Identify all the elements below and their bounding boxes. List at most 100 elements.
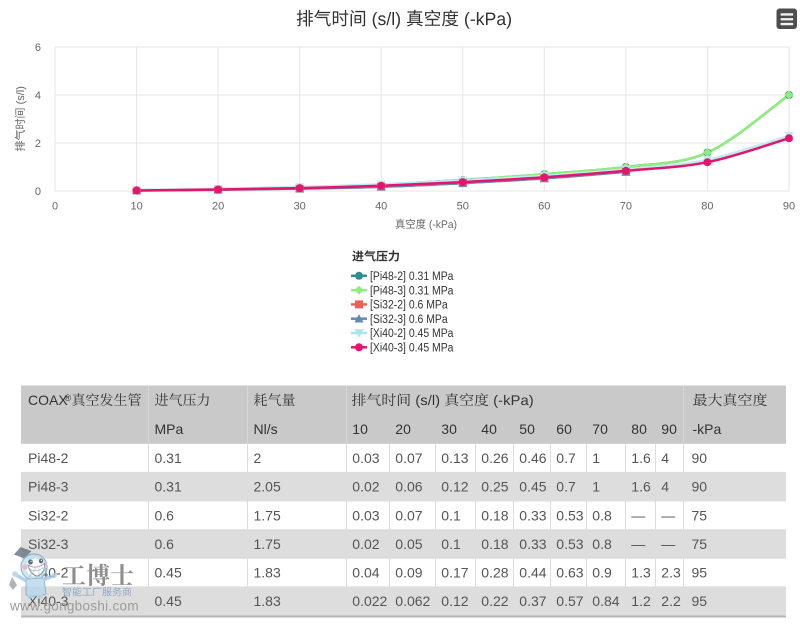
svg-text:0.6: 0.6 (155, 507, 175, 523)
svg-text:0.09: 0.09 (395, 565, 422, 581)
svg-text:1: 1 (592, 450, 600, 466)
svg-text:50: 50 (519, 421, 535, 437)
svg-text:0.63: 0.63 (556, 565, 583, 581)
svg-text:COAX: COAX (28, 392, 68, 408)
svg-text:-kPa: -kPa (693, 421, 722, 437)
svg-text:1.83: 1.83 (254, 593, 281, 609)
svg-text:Si32-3: Si32-3 (28, 536, 69, 552)
svg-text:60: 60 (556, 421, 572, 437)
svg-text:www.gongboshi.com: www.gongboshi.com (9, 599, 139, 614)
svg-text:[Si32-2] 0.6 MPa: [Si32-2] 0.6 MPa (370, 299, 448, 312)
svg-text:0.07: 0.07 (395, 450, 422, 466)
svg-text:95: 95 (692, 565, 708, 581)
svg-text:0.18: 0.18 (481, 507, 508, 523)
svg-text:95: 95 (692, 593, 708, 609)
svg-text:20: 20 (212, 201, 224, 213)
svg-text:4: 4 (661, 450, 669, 466)
svg-text:2: 2 (35, 138, 41, 150)
svg-text:0.37: 0.37 (519, 593, 546, 609)
svg-text:0.44: 0.44 (519, 565, 546, 581)
svg-text:0.22: 0.22 (481, 593, 508, 609)
svg-text:2: 2 (254, 450, 262, 466)
svg-text:0.7: 0.7 (556, 450, 576, 466)
svg-text:0.33: 0.33 (519, 507, 546, 523)
svg-text:0.53: 0.53 (556, 507, 583, 523)
svg-text:30: 30 (294, 201, 306, 213)
svg-text:Si32-2: Si32-2 (28, 507, 69, 523)
svg-text:[Xi40-3] 0.45 MPa: [Xi40-3] 0.45 MPa (370, 342, 454, 355)
svg-text:75: 75 (692, 536, 708, 552)
svg-text:10: 10 (352, 421, 368, 437)
svg-text:6: 6 (35, 42, 41, 54)
svg-text:0.06: 0.06 (395, 479, 422, 495)
svg-text:80: 80 (631, 421, 647, 437)
svg-text:1.6: 1.6 (631, 450, 651, 466)
svg-text:60: 60 (538, 201, 550, 213)
svg-text:1.3: 1.3 (631, 565, 651, 581)
svg-text:Nl/s: Nl/s (254, 421, 278, 437)
svg-text:0.9: 0.9 (592, 565, 612, 581)
svg-text:1.75: 1.75 (254, 507, 281, 523)
svg-text:0.57: 0.57 (556, 593, 583, 609)
svg-text:80: 80 (701, 201, 713, 213)
svg-text:0.84: 0.84 (592, 593, 619, 609)
svg-text:1.2: 1.2 (631, 593, 651, 609)
svg-text:0: 0 (35, 186, 41, 198)
svg-text:0.45: 0.45 (519, 479, 546, 495)
svg-text:0.12: 0.12 (441, 593, 468, 609)
svg-text:2.3: 2.3 (661, 565, 681, 581)
svg-text:0.31: 0.31 (155, 479, 182, 495)
svg-text:—: — (661, 507, 675, 523)
svg-text:0.13: 0.13 (441, 450, 468, 466)
svg-text:0.28: 0.28 (481, 565, 508, 581)
svg-text:0.45: 0.45 (155, 593, 182, 609)
svg-text:0.33: 0.33 (519, 536, 546, 552)
svg-text:2.2: 2.2 (661, 593, 681, 609)
svg-text:20: 20 (395, 421, 411, 437)
svg-text:0.8: 0.8 (592, 507, 612, 523)
svg-text:[Si32-3] 0.6 MPa: [Si32-3] 0.6 MPa (370, 313, 448, 326)
svg-text:90: 90 (692, 479, 708, 495)
svg-text:MPa: MPa (155, 421, 184, 437)
svg-text:70: 70 (592, 421, 608, 437)
svg-text:10: 10 (130, 201, 142, 213)
svg-text:0.05: 0.05 (395, 536, 422, 552)
svg-text:—: — (631, 536, 645, 552)
svg-text:0.45: 0.45 (155, 565, 182, 581)
svg-text:0.062: 0.062 (395, 593, 430, 609)
svg-text:70: 70 (620, 201, 632, 213)
svg-text:0.02: 0.02 (352, 536, 379, 552)
svg-text:0.03: 0.03 (352, 450, 379, 466)
svg-text:0.03: 0.03 (352, 507, 379, 523)
svg-text:0.07: 0.07 (395, 507, 422, 523)
svg-text:®: ® (65, 393, 72, 403)
svg-text:Pi48-3: Pi48-3 (28, 479, 69, 495)
svg-text:1.6: 1.6 (631, 479, 651, 495)
svg-text:0.022: 0.022 (352, 593, 387, 609)
svg-text:0.18: 0.18 (481, 536, 508, 552)
svg-text:90: 90 (661, 421, 677, 437)
svg-text:1.75: 1.75 (254, 536, 281, 552)
svg-text:[Xi40-2] 0.45 MPa: [Xi40-2] 0.45 MPa (370, 328, 454, 341)
svg-text:75: 75 (692, 507, 708, 523)
svg-text:0.1: 0.1 (441, 536, 461, 552)
svg-text:[Pi48-2] 0.31 MPa: [Pi48-2] 0.31 MPa (370, 270, 454, 283)
svg-text:1: 1 (592, 479, 600, 495)
svg-text:Pi48-2: Pi48-2 (28, 450, 69, 466)
svg-text:2.05: 2.05 (254, 479, 281, 495)
svg-text:0.31: 0.31 (155, 450, 182, 466)
svg-text:0.02: 0.02 (352, 479, 379, 495)
svg-text:40: 40 (481, 421, 497, 437)
svg-text:0.12: 0.12 (441, 479, 468, 495)
svg-text:0.25: 0.25 (481, 479, 508, 495)
svg-text:30: 30 (441, 421, 457, 437)
svg-text:—: — (661, 536, 675, 552)
svg-text:0.26: 0.26 (481, 450, 508, 466)
svg-text:4: 4 (661, 479, 669, 495)
svg-text:0.46: 0.46 (519, 450, 546, 466)
svg-text:4: 4 (35, 90, 41, 102)
svg-text:40: 40 (375, 201, 387, 213)
svg-text:0.6: 0.6 (155, 536, 175, 552)
svg-text:[Pi48-3] 0.31 MPa: [Pi48-3] 0.31 MPa (370, 285, 454, 298)
svg-text:0.1: 0.1 (441, 507, 461, 523)
